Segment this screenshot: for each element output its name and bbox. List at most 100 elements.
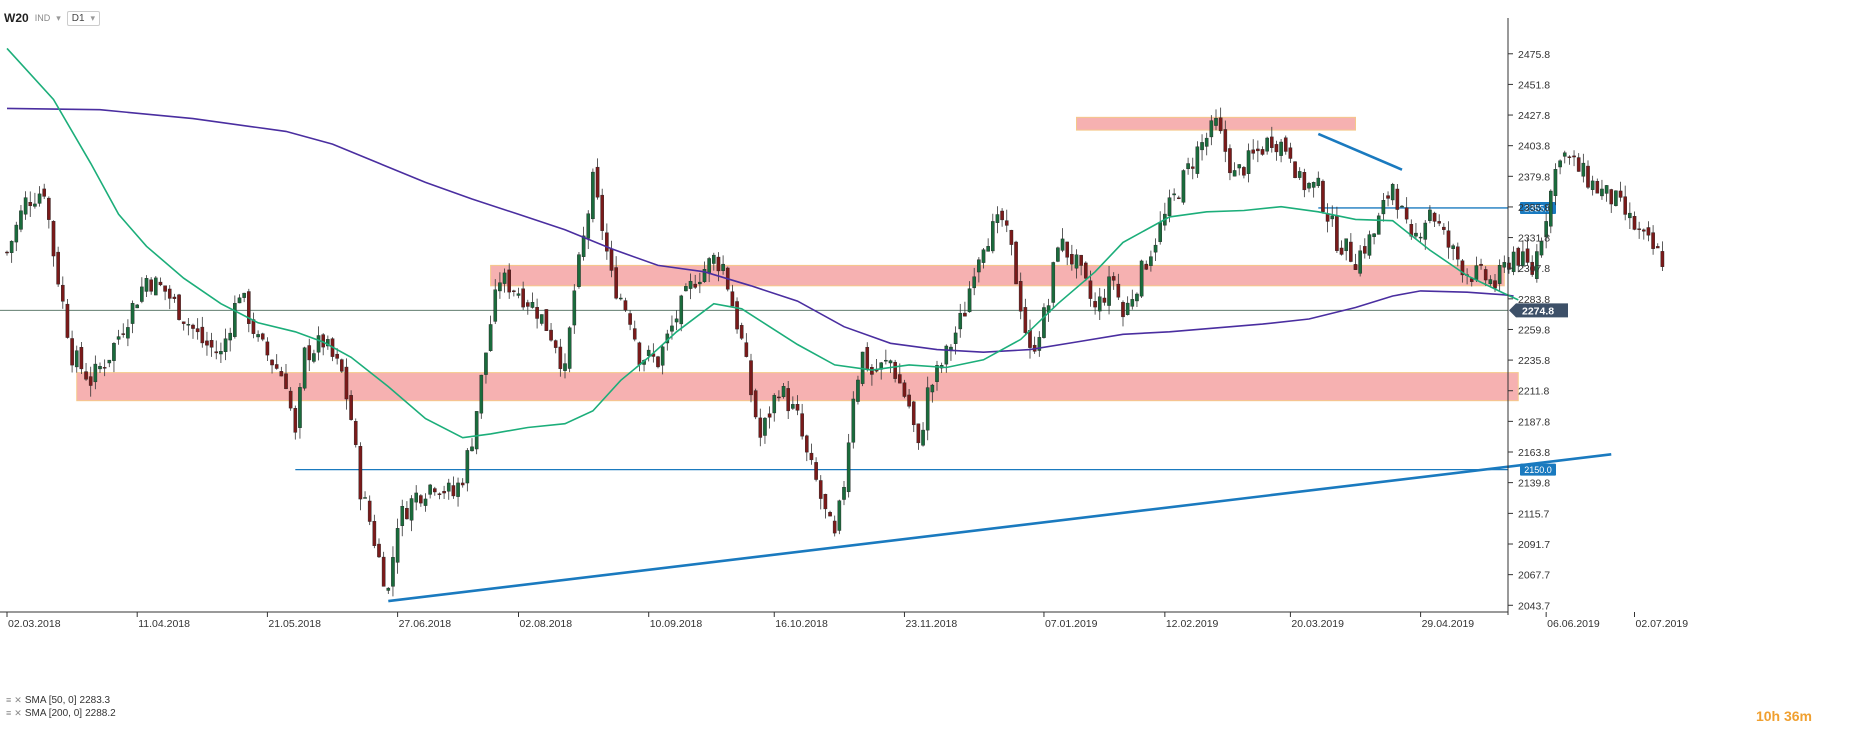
candle-body [140, 286, 144, 302]
candle-body [567, 327, 572, 369]
candle-body [591, 171, 595, 220]
candle-body [674, 318, 679, 323]
y-tick-label: 2355.8 [1518, 202, 1550, 214]
legend-label: SMA [50, 0] [24, 695, 77, 706]
symbol-label[interactable]: W20 [4, 11, 29, 25]
candle-body [911, 401, 916, 426]
candle-body [1186, 163, 1190, 170]
level-label: 2355.0 [1524, 203, 1552, 213]
candle-body [698, 281, 702, 285]
y-tick-label: 2139.8 [1518, 478, 1550, 490]
candle-body [1070, 254, 1074, 265]
candle-body [1256, 148, 1260, 152]
candle-body [405, 508, 409, 520]
timeframe-label: D1 [71, 12, 85, 24]
candle-body [33, 203, 37, 207]
candle-body [739, 325, 744, 339]
candle-body [391, 557, 395, 587]
candle-body [1153, 244, 1158, 253]
candle-body [214, 351, 219, 354]
candle-body [1497, 265, 1502, 284]
timeframe-select[interactable]: D1 ▾ [66, 10, 101, 26]
candle-body [1632, 216, 1637, 230]
candle-body [1051, 262, 1056, 303]
candle-body [1111, 276, 1116, 281]
candle-body [1181, 170, 1186, 203]
candle-body [61, 284, 65, 302]
candle-body [814, 462, 818, 480]
y-tick-label: 2115.7 [1518, 508, 1549, 520]
candle-body [1037, 337, 1042, 351]
candle-body [372, 521, 377, 546]
candle-body [1637, 228, 1641, 230]
x-tick-label: 23.11.2018 [905, 618, 957, 630]
candle-body [1414, 232, 1418, 237]
chevron-down-icon[interactable]: ▾ [56, 12, 61, 23]
y-tick-label: 2043.7 [1518, 600, 1550, 612]
y-tick-label: 2331.8 [1518, 233, 1550, 245]
candle-body [735, 301, 739, 330]
candle-body [1214, 118, 1218, 126]
candle-body [1172, 193, 1176, 196]
candle-body [465, 450, 470, 484]
candle-body [102, 367, 107, 369]
y-tick-label: 2211.8 [1518, 386, 1549, 398]
candle-body [1311, 182, 1316, 188]
candle-body [428, 484, 432, 495]
settings-icon[interactable]: ≡ [6, 695, 12, 705]
level-label: 2150.0 [1524, 465, 1552, 475]
candle-body [1595, 180, 1600, 194]
candle-body [1139, 260, 1144, 297]
candle-body [172, 296, 177, 299]
candle-body [335, 353, 339, 359]
close-icon[interactable]: ✕ [14, 695, 22, 705]
candle-body [1604, 185, 1609, 194]
candle-body [1242, 167, 1246, 176]
candle-body [1539, 241, 1544, 256]
candle-body [1535, 251, 1539, 279]
candle-body [493, 289, 498, 322]
candle-body [1307, 182, 1311, 189]
candle-body [488, 324, 493, 352]
candle-body [1004, 220, 1009, 226]
candle-body [1107, 276, 1111, 306]
settings-icon[interactable]: ≡ [6, 708, 12, 718]
candle-body [456, 482, 460, 497]
x-tick-label: 27.06.2018 [399, 618, 452, 630]
close-icon[interactable]: ✕ [14, 708, 22, 718]
candle-body [1628, 212, 1632, 219]
candle-body [707, 258, 711, 273]
candle-body [800, 413, 804, 437]
candle-body [442, 491, 446, 494]
candle-body [1083, 262, 1088, 279]
candle-body [419, 495, 423, 504]
candle-body [167, 288, 172, 299]
trendline [1317, 132, 1403, 171]
candle-body [1618, 190, 1623, 198]
candle-body [516, 293, 521, 296]
countdown-hours: 10 [1755, 708, 1772, 724]
indicator-label[interactable]: IND [34, 13, 51, 23]
candle-body [163, 285, 167, 292]
candle-body [1488, 279, 1493, 285]
candle-body [967, 288, 972, 313]
candle-body [265, 341, 270, 356]
candle-body [860, 351, 865, 384]
candle-body [1283, 137, 1288, 152]
legend-value: 2283.3 [79, 695, 111, 706]
candle-body [130, 302, 135, 324]
candle-body [744, 342, 749, 357]
candle-body [637, 342, 642, 365]
candle-body [121, 333, 126, 335]
candle-body [856, 379, 860, 402]
candle-body [1088, 280, 1093, 299]
x-tick-label: 29.04.2019 [1422, 618, 1475, 630]
candle-body [14, 224, 19, 243]
candle-body [1353, 264, 1358, 270]
candle-body [544, 309, 549, 331]
x-tick-label: 10.09.2018 [650, 618, 703, 630]
candle-body [460, 482, 465, 486]
candle-body [595, 166, 600, 198]
candle-body [88, 376, 93, 386]
